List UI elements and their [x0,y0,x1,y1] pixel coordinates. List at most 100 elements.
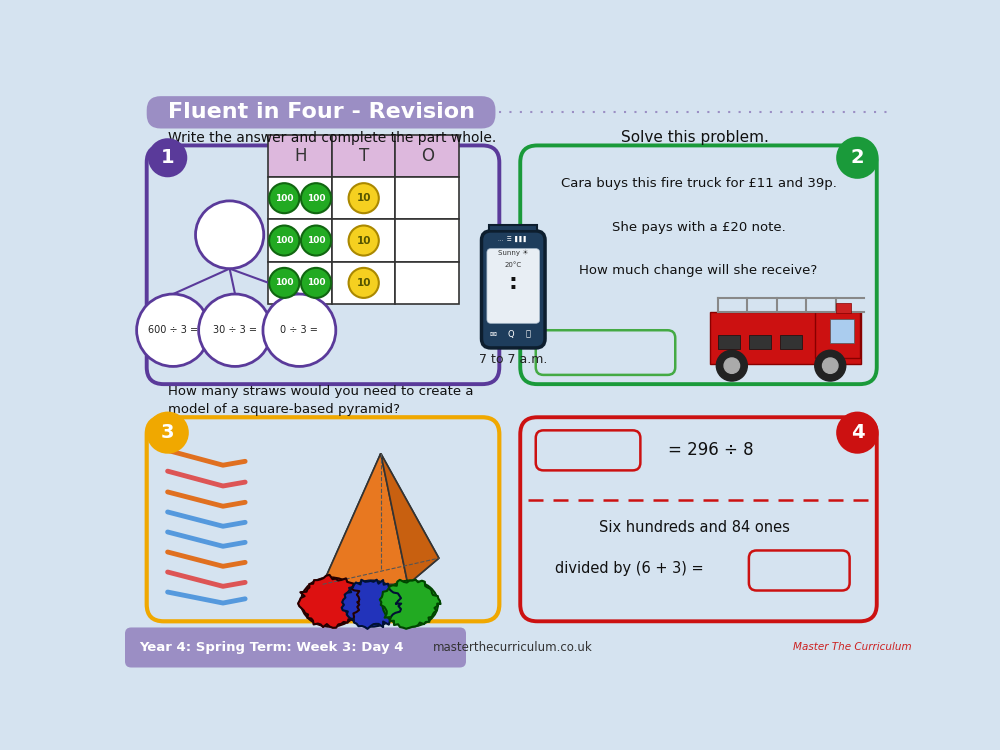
Polygon shape [298,575,359,628]
Text: 100: 100 [307,236,325,245]
Text: Solve this problem.: Solve this problem. [621,130,769,146]
Circle shape [301,226,331,256]
Polygon shape [381,454,439,584]
Text: 30 ÷ 3 =: 30 ÷ 3 = [213,326,257,335]
Text: She pays with a £20 note.: She pays with a £20 note. [612,220,785,233]
Text: Six hundreds and 84 ones: Six hundreds and 84 ones [599,520,790,535]
Bar [268,219,332,262]
Text: 20°C: 20°C [505,262,522,268]
FancyBboxPatch shape [125,628,466,668]
Text: Fluent in Four - Revision: Fluent in Four - Revision [168,102,475,122]
Bar [718,334,740,349]
Bar [749,334,771,349]
Circle shape [724,358,740,374]
Circle shape [263,294,336,367]
Bar [395,262,459,304]
FancyBboxPatch shape [749,550,850,590]
Bar [836,302,851,313]
Text: Q: Q [508,329,514,338]
Bar [830,320,854,343]
Text: :: : [509,273,518,293]
Bar [780,334,802,349]
Text: 2: 2 [851,148,864,167]
Circle shape [301,268,331,298]
Circle shape [822,358,838,374]
Circle shape [349,183,379,213]
Circle shape [196,201,264,268]
Bar [332,262,395,304]
Ellipse shape [301,578,360,627]
Polygon shape [323,454,381,584]
Circle shape [301,183,331,213]
Text: 600 ÷ 3 =: 600 ÷ 3 = [148,326,198,335]
Text: model of a square-based pyramid?: model of a square-based pyramid? [168,403,400,416]
Circle shape [147,413,188,453]
Text: masterthecurriculum.co.uk: masterthecurriculum.co.uk [433,641,592,654]
Circle shape [269,268,299,298]
Polygon shape [342,580,401,628]
Polygon shape [380,580,440,628]
Polygon shape [323,454,408,584]
Text: 10: 10 [356,236,371,245]
Text: divided by (6 + 3) =: divided by (6 + 3) = [555,562,704,577]
Bar [395,177,459,219]
Text: How many straws would you need to create a: How many straws would you need to create… [168,386,473,398]
Text: 3: 3 [161,423,174,442]
Text: 10: 10 [356,278,371,288]
Text: 100: 100 [275,236,294,245]
Text: 👤: 👤 [526,329,530,338]
Ellipse shape [344,580,399,627]
Bar [332,177,395,219]
Polygon shape [354,454,439,558]
Circle shape [349,226,379,256]
Text: 4: 4 [851,423,864,442]
Bar [395,135,459,177]
Text: Cara buys this fire truck for £11 and 39p.: Cara buys this fire truck for £11 and 39… [561,178,836,190]
Text: Write the answer and complete the part whole.: Write the answer and complete the part w… [168,130,496,145]
Circle shape [137,294,209,367]
Bar [268,177,332,219]
Text: Sunny ☀: Sunny ☀ [498,249,529,256]
Circle shape [837,413,878,453]
Circle shape [716,350,747,381]
Circle shape [837,138,878,178]
Circle shape [269,183,299,213]
Text: Master The Curriculum: Master The Curriculum [793,643,912,652]
Circle shape [349,268,379,298]
Bar [815,312,860,358]
Circle shape [815,350,846,381]
Text: 100: 100 [275,278,294,287]
Bar [268,262,332,304]
Text: H: H [294,147,306,165]
FancyBboxPatch shape [147,96,495,128]
Text: 1: 1 [161,148,174,167]
Bar [710,312,861,364]
FancyBboxPatch shape [536,330,675,375]
Text: 100: 100 [307,278,325,287]
Text: Year 4: Spring Term: Week 3: Day 4: Year 4: Spring Term: Week 3: Day 4 [139,641,403,654]
Bar [268,135,332,177]
Text: = 296 ÷ 8: = 296 ÷ 8 [668,441,753,459]
FancyBboxPatch shape [536,430,640,470]
Text: ...  ☰  ▌▌▌: ... ☰ ▌▌▌ [498,236,528,242]
Circle shape [199,294,271,367]
Ellipse shape [382,580,438,627]
Text: How much change will she receive?: How much change will she receive? [579,264,818,277]
Text: ✉: ✉ [490,329,497,338]
Bar [395,219,459,262]
Text: 7 to 7 a.m.: 7 to 7 a.m. [479,353,547,366]
Bar [489,225,537,231]
Circle shape [269,226,299,256]
Text: O: O [421,147,434,165]
FancyBboxPatch shape [487,248,540,323]
Text: T: T [359,147,369,165]
Bar [332,219,395,262]
Circle shape [149,140,186,176]
Polygon shape [323,558,439,584]
FancyBboxPatch shape [482,231,545,348]
Bar [332,135,395,177]
Text: 100: 100 [275,194,294,202]
Text: 100: 100 [307,194,325,202]
Text: 0 ÷ 3 =: 0 ÷ 3 = [280,326,318,335]
Text: 10: 10 [356,194,371,203]
